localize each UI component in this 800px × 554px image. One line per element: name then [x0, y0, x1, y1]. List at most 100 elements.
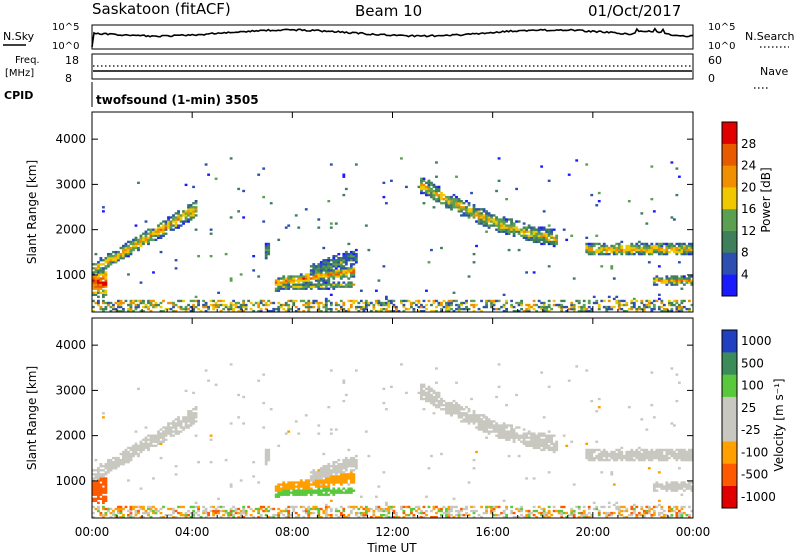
power-cell — [317, 309, 321, 313]
power-cell — [242, 299, 246, 303]
power-cell — [622, 303, 626, 307]
power-cell — [104, 289, 108, 292]
power-cell — [254, 301, 258, 305]
velocity-cell — [119, 452, 123, 456]
power-cell — [264, 301, 268, 305]
velocity-cell — [540, 444, 544, 448]
power-cell — [102, 301, 105, 305]
power-cell — [440, 301, 443, 305]
power-cell — [207, 173, 210, 176]
velocity-cell — [352, 456, 356, 460]
velocity-colorbar-segment — [722, 330, 737, 353]
power-cell — [312, 275, 316, 278]
velocity-cell — [319, 475, 323, 478]
power-cell — [137, 242, 140, 246]
velocity-cell — [677, 483, 681, 486]
velocity-cell — [675, 507, 679, 511]
velocity-cell — [472, 410, 476, 413]
velocity-cell — [440, 507, 443, 511]
velocity-cell — [550, 513, 554, 517]
velocity-cell — [535, 515, 539, 519]
power-cell — [282, 283, 286, 286]
velocity-cell — [532, 442, 536, 445]
power-cell — [500, 228, 503, 231]
velocity-cell — [119, 460, 123, 464]
velocity-cell — [347, 487, 351, 490]
power-cell — [239, 309, 243, 313]
power-cell — [615, 295, 619, 299]
velocity-cell — [152, 434, 155, 437]
velocity-cell — [164, 432, 168, 435]
power-cell — [282, 281, 286, 284]
velocity-cell — [307, 483, 311, 486]
power-cell — [237, 305, 241, 309]
power-cell — [562, 305, 566, 309]
velocity-cell — [369, 507, 373, 511]
power-cell — [552, 238, 556, 242]
power-cell — [212, 305, 215, 309]
ytick-label: 2000 — [55, 223, 86, 237]
power-cell — [445, 307, 448, 311]
power-cell — [457, 307, 461, 311]
power-cell — [510, 228, 513, 231]
velocity-cell — [690, 450, 694, 454]
power-cell — [625, 244, 629, 248]
power-cell — [334, 261, 338, 264]
power-cell — [450, 204, 453, 207]
power-cell — [487, 214, 491, 217]
power-cell — [647, 246, 651, 250]
velocity-cell — [102, 495, 105, 498]
velocity-cell — [532, 432, 536, 435]
power-cell — [319, 271, 323, 274]
power-cell — [97, 267, 100, 270]
velocity-cell — [532, 513, 536, 517]
power-cell — [184, 307, 188, 311]
power-cell — [109, 261, 113, 264]
power-cell — [495, 220, 498, 223]
power-cell — [632, 248, 636, 252]
power-cell — [515, 228, 518, 231]
power-cell — [164, 222, 168, 225]
power-cell — [244, 305, 248, 309]
velocity-cell — [447, 507, 451, 511]
velocity-cell — [600, 452, 604, 456]
power-cell — [677, 246, 681, 250]
velocity-cell — [277, 485, 281, 488]
velocity-cell — [209, 509, 213, 513]
power-cell — [342, 273, 346, 276]
power-cell — [349, 273, 353, 276]
velocity-cell — [157, 432, 160, 435]
power-cell — [487, 218, 491, 221]
power-cell — [337, 309, 341, 313]
power-cell — [372, 303, 376, 307]
power-cell — [492, 301, 496, 305]
velocity-cell — [129, 515, 133, 519]
velocity-cell — [142, 505, 145, 509]
power-cell — [425, 181, 428, 185]
velocity-cell — [274, 485, 278, 488]
power-cell — [430, 191, 433, 195]
power-cell — [442, 305, 446, 309]
velocity-cell — [620, 458, 624, 462]
velocity-cell — [650, 515, 654, 519]
velocity-cell — [467, 513, 471, 517]
velocity-cell — [314, 489, 318, 492]
power-cell — [192, 206, 195, 209]
velocity-cell — [435, 403, 438, 407]
power-cell — [547, 305, 551, 309]
power-cell — [92, 309, 95, 313]
power-cell — [182, 222, 185, 225]
velocity-cell — [104, 465, 108, 468]
velocity-cell — [129, 454, 133, 458]
velocity-cell — [677, 454, 681, 458]
velocity-cell — [435, 381, 438, 384]
velocity-cell — [652, 485, 656, 488]
velocity-cell — [427, 397, 431, 401]
velocity-cell — [304, 507, 308, 511]
power-cell — [312, 283, 316, 286]
power-cell — [512, 234, 516, 237]
power-cell — [420, 183, 423, 187]
velocity-cell — [480, 424, 483, 427]
power-cell — [610, 307, 614, 311]
power-cell — [452, 200, 456, 203]
